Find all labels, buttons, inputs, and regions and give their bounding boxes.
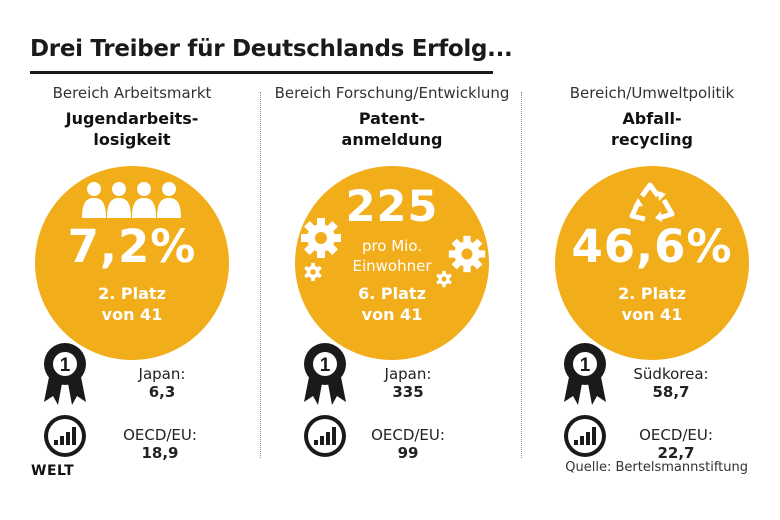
source-credit: Quelle: Bertelsmannstiftung xyxy=(565,460,748,475)
value-circle: 46,6% 2. Platz von 41 xyxy=(555,166,749,360)
oecd-signal-icon xyxy=(304,415,346,457)
medal-icon: 1 xyxy=(44,343,86,405)
best-country-comparison: Japan: 335 xyxy=(360,365,456,401)
rank-text: 6. Platz von 41 xyxy=(295,283,489,325)
area-label: Bereich Arbeitsmarkt xyxy=(52,84,212,102)
metric-title: Jugendarbeits- losigkeit xyxy=(2,108,262,150)
oecd-value: 18,9 xyxy=(141,444,179,462)
metric-title: Abfall- recycling xyxy=(522,108,780,150)
rank-line: von 41 xyxy=(621,305,683,324)
people-icon xyxy=(82,182,181,218)
column-divider xyxy=(521,92,522,458)
page-title: Drei Treiber für Deutschlands Erfolg... xyxy=(30,36,513,62)
column-environment: Bereich/Umweltpolitik Abfall- recycling … xyxy=(522,84,780,462)
rank-line: 6. Platz xyxy=(358,284,426,303)
area-label: Bereich Forschung/Entwicklung xyxy=(274,84,510,102)
main-value: 46,6% xyxy=(571,220,733,273)
rank-line: 2. Platz xyxy=(98,284,166,303)
best-country-value: 58,7 xyxy=(652,383,690,401)
rank-line: von 41 xyxy=(101,305,163,324)
value-circle: 225 pro Mio. Einwohner 6. Platz von 41 xyxy=(295,166,489,360)
best-country-label: Japan: xyxy=(138,365,186,383)
value-unit-line: Einwohner xyxy=(352,257,432,275)
gear-icon xyxy=(301,218,341,258)
column-labor-market: Bereich Arbeitsmarkt Jugendarbeits- losi… xyxy=(2,84,262,462)
best-country-comparison: Japan: 6,3 xyxy=(114,365,210,401)
gear-icon xyxy=(304,262,322,282)
oecd-comparison: OECD/EU: 22,7 xyxy=(618,426,734,462)
gear-icon xyxy=(436,270,452,288)
metric-title-line: Jugendarbeits- xyxy=(65,109,199,128)
column-research: Bereich Forschung/Entwicklung Patent- an… xyxy=(262,84,522,462)
value-unit: pro Mio. Einwohner xyxy=(295,236,489,276)
svg-text:1: 1 xyxy=(580,355,591,376)
medal-icon: 1 xyxy=(564,343,606,405)
title-underline xyxy=(30,71,493,74)
best-country-label: Südkorea: xyxy=(633,365,709,383)
oecd-label: OECD/EU: xyxy=(371,426,445,444)
main-value: 225 xyxy=(345,182,439,232)
oecd-signal-icon xyxy=(564,415,606,457)
main-value: 7,2% xyxy=(67,220,197,273)
metric-title-line: Abfall- xyxy=(622,109,682,128)
best-country-label: Japan: xyxy=(384,365,432,383)
metric-title-line: losigkeit xyxy=(93,130,171,149)
metric-title-line: anmeldung xyxy=(341,130,443,149)
column-divider xyxy=(260,92,261,458)
rank-text: 2. Platz von 41 xyxy=(35,283,229,325)
oecd-signal-icon xyxy=(44,415,86,457)
best-country-comparison: Südkorea: 58,7 xyxy=(616,365,726,401)
oecd-label: OECD/EU: xyxy=(639,426,713,444)
area-label: Bereich/Umweltpolitik xyxy=(569,84,735,102)
oecd-label: OECD/EU: xyxy=(123,426,197,444)
welt-logo: WELT xyxy=(31,463,75,479)
best-country-value: 335 xyxy=(392,383,424,401)
value-circle: 7,2% 2. Platz von 41 xyxy=(35,166,229,360)
oecd-comparison: OECD/EU: 18,9 xyxy=(102,426,218,462)
best-country-value: 6,3 xyxy=(148,383,176,401)
oecd-comparison: OECD/EU: 99 xyxy=(350,426,466,462)
oecd-value: 22,7 xyxy=(657,444,695,462)
rank-line: von 41 xyxy=(361,305,423,324)
metric-title: Patent- anmeldung xyxy=(262,108,522,150)
rank-text: 2. Platz von 41 xyxy=(555,283,749,325)
rank-line: 2. Platz xyxy=(618,284,686,303)
svg-text:1: 1 xyxy=(320,355,331,376)
value-unit-line: pro Mio. xyxy=(361,237,423,255)
oecd-value: 99 xyxy=(397,444,419,462)
gear-icon xyxy=(448,235,486,273)
recycle-icon xyxy=(629,182,675,222)
medal-icon: 1 xyxy=(304,343,346,405)
metric-title-line: Patent- xyxy=(358,109,426,128)
svg-text:1: 1 xyxy=(60,355,71,376)
metric-title-line: recycling xyxy=(611,130,693,149)
